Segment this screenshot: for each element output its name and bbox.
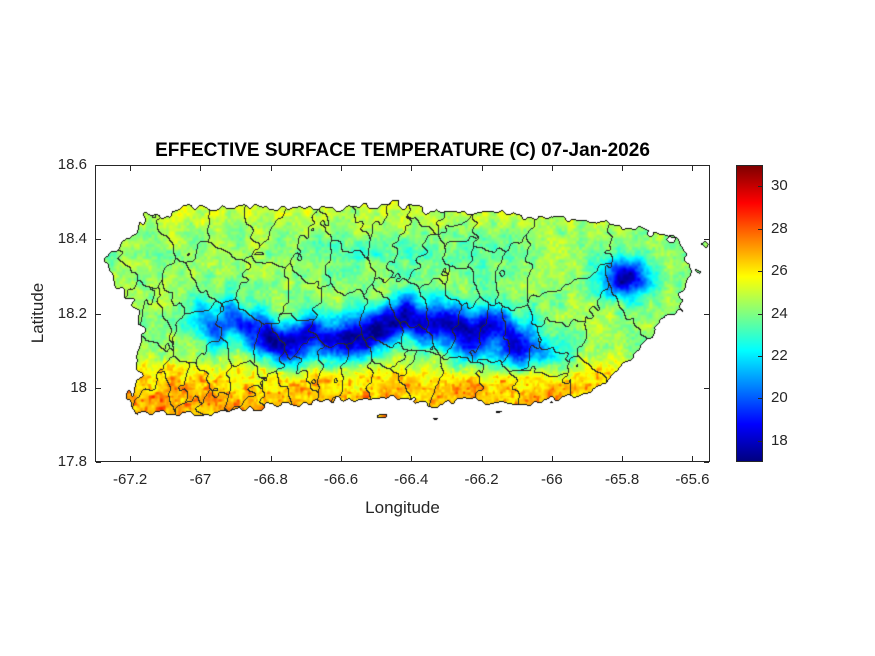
y-tick-label: 18 [70,378,87,396]
y-tick-mark [96,387,101,389]
colorbar-tick-mark [758,313,762,315]
y-tick-label: 18.2 [57,304,87,322]
y-tick-mark [704,313,709,315]
plot-area [95,165,710,462]
x-tick-label: -67 [189,471,212,488]
x-tick-mark [692,456,694,461]
x-tick-label: -66 [541,471,563,488]
x-tick-label: -65.6 [675,471,710,488]
x-tick-label: -66.4 [394,471,429,488]
x-tick-mark [270,166,272,171]
x-tick-mark [270,456,272,461]
x-tick-mark [481,166,483,171]
x-tick-label: -66.6 [323,471,359,488]
x-tick-label: -67.2 [113,471,148,488]
x-tick-mark [130,166,132,171]
colorbar-tick-label: 26 [771,262,788,280]
temperature-heatmap-canvas [95,165,710,462]
chart-title: EFFECTIVE SURFACE TEMPERATURE (C) 07-Jan… [155,140,650,161]
x-tick-mark [692,166,694,171]
x-tick-mark [411,456,413,461]
x-tick-mark [341,456,342,461]
x-tick-mark [411,166,413,171]
x-tick-mark [200,456,202,461]
y-tick-mark [704,387,709,389]
colorbar-tick-label: 28 [771,219,788,237]
colorbar-tick-label: 20 [771,389,788,407]
x-tick-label: -66.8 [253,471,288,488]
colorbar-tick-mark [758,355,762,357]
y-tick-mark [704,462,709,463]
y-tick-label: 18.6 [57,156,87,173]
colorbar-tick-mark [758,186,762,188]
colorbar-tick-label: 18 [771,431,788,449]
x-tick-mark [200,166,202,171]
y-tick-label: 17.8 [57,453,87,470]
colorbar [736,165,763,462]
colorbar-tick-mark [758,228,762,230]
y-tick-mark [704,165,709,166]
x-tick-mark [551,456,553,461]
x-tick-mark [341,166,342,171]
colorbar-tick-label: 24 [771,304,788,322]
colorbar-tick-mark [758,271,762,273]
y-tick-mark [96,165,101,166]
colorbar-tick-label: 22 [771,346,788,364]
colorbar-tick-mark [758,440,762,442]
y-tick-mark [96,313,101,315]
colorbar-tick-label: 30 [771,177,788,195]
x-tick-mark [130,456,132,461]
x-tick-mark [622,166,624,171]
x-axis-label: Longitude [365,498,440,517]
y-tick-mark [704,239,709,241]
x-tick-mark [622,456,624,461]
y-tick-label: 18.4 [57,230,87,248]
y-tick-mark [96,462,101,463]
colorbar-gradient [737,166,762,461]
x-tick-mark [551,166,553,171]
x-tick-mark [481,456,483,461]
x-tick-label: -66.2 [464,471,499,488]
x-tick-label: -65.8 [605,471,640,488]
colorbar-tick-mark [758,398,762,400]
y-tick-mark [96,239,101,241]
